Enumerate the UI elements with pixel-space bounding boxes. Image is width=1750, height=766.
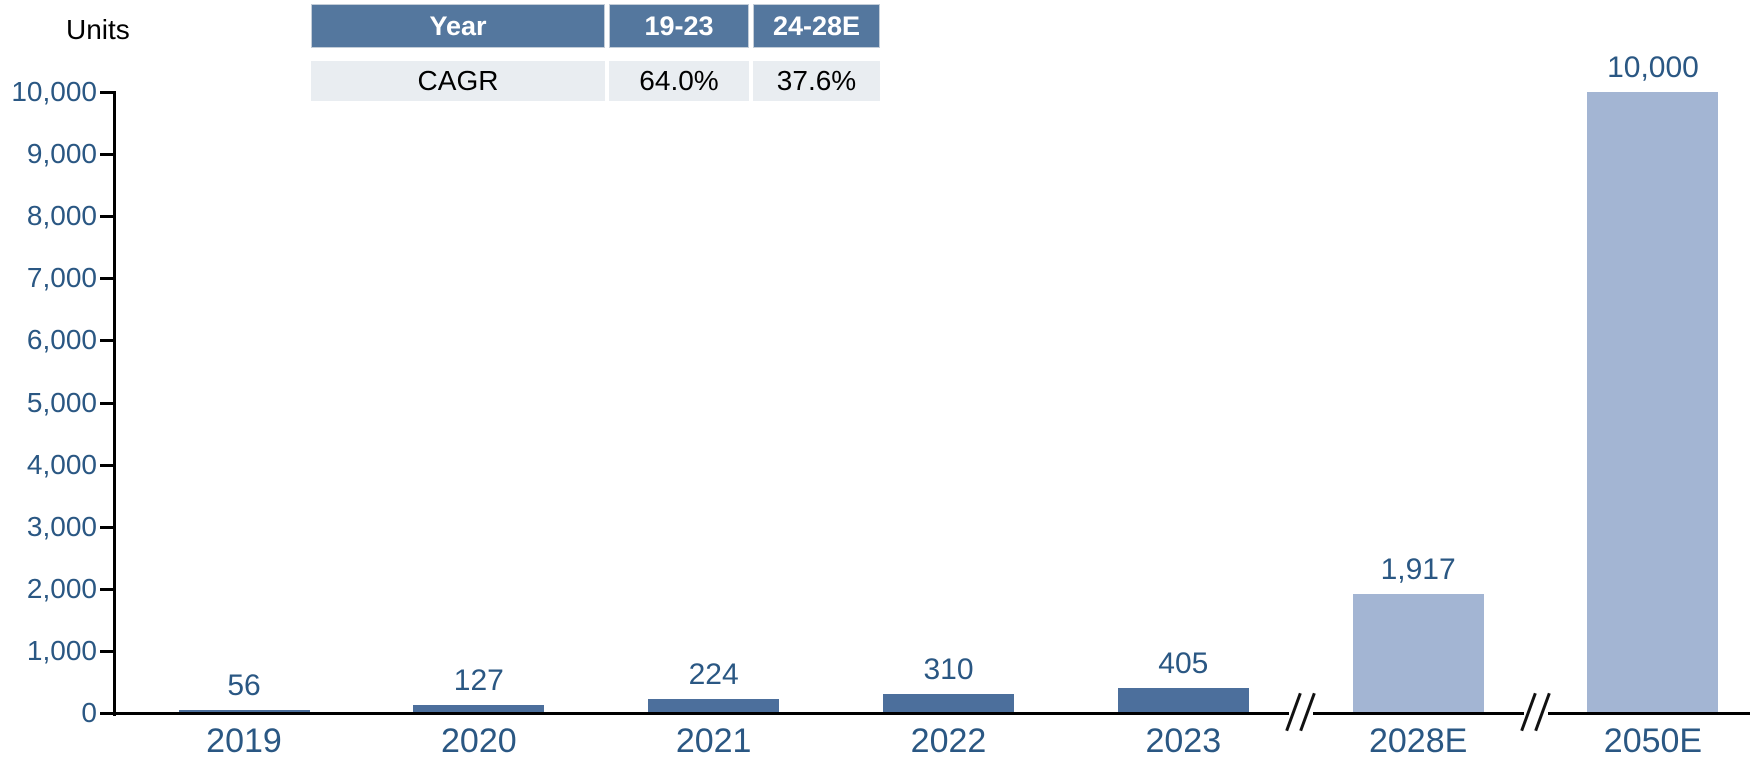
y-axis-tick-label: 2,000 [26,572,97,604]
bar-2028e [1352,593,1484,713]
y-axis-tick [100,91,116,94]
cagr-table-header-19-23: 19-23 [609,4,749,48]
bar-value-label-2019: 56 [227,668,261,702]
cagr-value-24-28e: 37.6% [753,61,880,101]
bar-2021 [648,699,780,713]
bar-2050e [1587,92,1719,713]
x-axis-label-2022: 2022 [910,722,987,760]
y-axis-tick [100,277,116,281]
axis-break-gap [1523,711,1548,716]
cagr-table: Year 19-23 24-28E CAGR 64.0% 37.6% [311,4,880,101]
y-axis-tick-label: 1,000 [26,634,97,666]
bar-value-label-2023: 405 [1158,646,1209,680]
y-axis-tick-label: 5,000 [26,386,97,418]
y-axis-tick-label: 9,000 [26,138,97,170]
x-axis-label-2020: 2020 [441,722,517,760]
y-axis-tick [100,401,116,405]
y-axis-tick [100,215,116,219]
bar-value-label-2022: 310 [923,652,974,686]
x-axis [100,712,1750,715]
x-axis-label-2019: 2019 [206,722,282,760]
cagr-table-header-24-28e: 24-28E [753,4,880,48]
axis-break-gap [1288,711,1313,716]
y-axis-tick [100,587,116,591]
bar-2023 [1117,687,1249,713]
y-axis-tick [100,339,116,343]
y-axis-units-label: Units [66,14,130,45]
bar-value-label-2021: 224 [688,658,739,692]
y-axis-tick-label: 4,000 [26,448,97,480]
y-axis-tick [100,463,116,467]
bar-value-label-2028e: 1,917 [1380,552,1456,586]
y-axis-tick [100,525,116,529]
x-axis-label-2021: 2021 [675,722,752,760]
y-axis-tick [100,153,116,157]
cagr-table-header-year: Year [311,4,605,48]
y-axis-tick-label: 10,000 [11,76,97,107]
y-axis-tick-label: 0 [81,697,97,728]
cagr-value-19-23: 64.0% [609,61,749,101]
x-axis-label-2050e: 2050E [1603,722,1703,760]
bar-2019 [178,709,310,713]
x-axis-label-2023: 2023 [1145,722,1222,760]
cagr-table-row-label: CAGR [311,61,605,101]
y-axis-tick-label: 6,000 [26,324,97,356]
bar-2022 [882,693,1014,713]
bar-value-label-2020: 127 [453,664,504,698]
x-axis-label-2028e: 2028E [1368,722,1468,760]
y-axis-tick [100,649,116,653]
y-axis-tick-label: 3,000 [26,510,97,542]
y-axis-tick-label: 8,000 [26,200,97,232]
bar-value-label-2050e: 10,000 [1607,51,1699,84]
y-axis-tick-label: 7,000 [26,262,97,294]
bar-2020 [413,705,545,713]
